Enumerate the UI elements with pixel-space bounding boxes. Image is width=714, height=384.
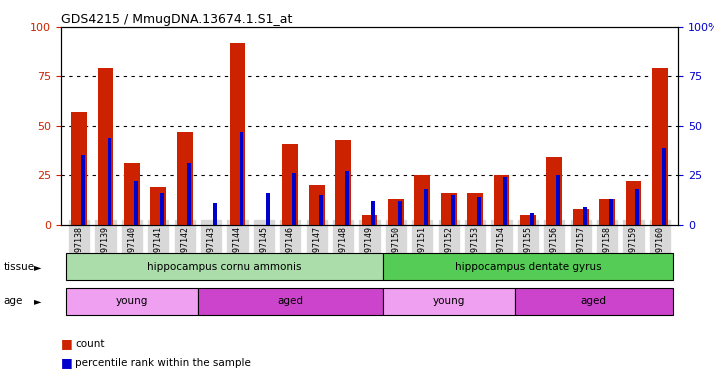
Text: aged: aged xyxy=(581,296,607,306)
Bar xyxy=(625,181,641,225)
Bar xyxy=(635,189,639,225)
Text: hippocampus cornu ammonis: hippocampus cornu ammonis xyxy=(147,262,301,272)
Bar xyxy=(177,132,193,225)
Bar xyxy=(441,193,456,225)
Bar xyxy=(424,189,428,225)
Bar xyxy=(599,199,615,225)
Bar xyxy=(388,199,404,225)
Text: young: young xyxy=(433,296,465,306)
Text: aged: aged xyxy=(277,296,303,306)
Bar xyxy=(134,181,138,225)
Bar xyxy=(556,175,560,225)
Bar xyxy=(213,203,217,225)
Bar xyxy=(477,197,481,225)
Bar xyxy=(361,215,378,225)
Bar xyxy=(451,195,455,225)
Bar xyxy=(573,209,588,225)
Text: count: count xyxy=(75,339,104,349)
Bar xyxy=(530,213,534,225)
Text: percentile rank within the sample: percentile rank within the sample xyxy=(75,358,251,368)
Bar xyxy=(503,177,508,225)
Bar xyxy=(398,201,402,225)
Bar xyxy=(493,175,509,225)
Bar xyxy=(161,193,164,225)
Text: young: young xyxy=(116,296,148,306)
Bar xyxy=(230,43,246,225)
Text: ►: ► xyxy=(34,296,42,306)
Bar xyxy=(467,193,483,225)
Bar xyxy=(583,207,587,225)
Bar xyxy=(371,201,376,225)
Bar xyxy=(318,195,323,225)
Text: ►: ► xyxy=(34,262,42,272)
Text: hippocampus dentate gyrus: hippocampus dentate gyrus xyxy=(455,262,601,272)
Bar xyxy=(292,173,296,225)
Bar xyxy=(335,140,351,225)
Text: ■: ■ xyxy=(61,356,72,369)
Bar xyxy=(98,68,114,225)
Bar xyxy=(414,175,431,225)
Bar xyxy=(151,187,166,225)
Bar xyxy=(124,163,140,225)
Bar xyxy=(662,147,665,225)
Text: ■: ■ xyxy=(61,337,72,350)
Text: age: age xyxy=(4,296,23,306)
Bar xyxy=(266,193,270,225)
Bar xyxy=(546,157,562,225)
Bar xyxy=(187,163,191,225)
Bar xyxy=(283,144,298,225)
Text: GDS4215 / MmugDNA.13674.1.S1_at: GDS4215 / MmugDNA.13674.1.S1_at xyxy=(61,13,292,26)
Bar xyxy=(345,171,349,225)
Bar xyxy=(239,132,243,225)
Bar xyxy=(520,215,536,225)
Bar xyxy=(609,199,613,225)
Bar xyxy=(308,185,325,225)
Bar xyxy=(108,137,111,225)
Bar xyxy=(71,112,87,225)
Text: tissue: tissue xyxy=(4,262,35,272)
Bar xyxy=(81,156,85,225)
Bar xyxy=(652,68,668,225)
